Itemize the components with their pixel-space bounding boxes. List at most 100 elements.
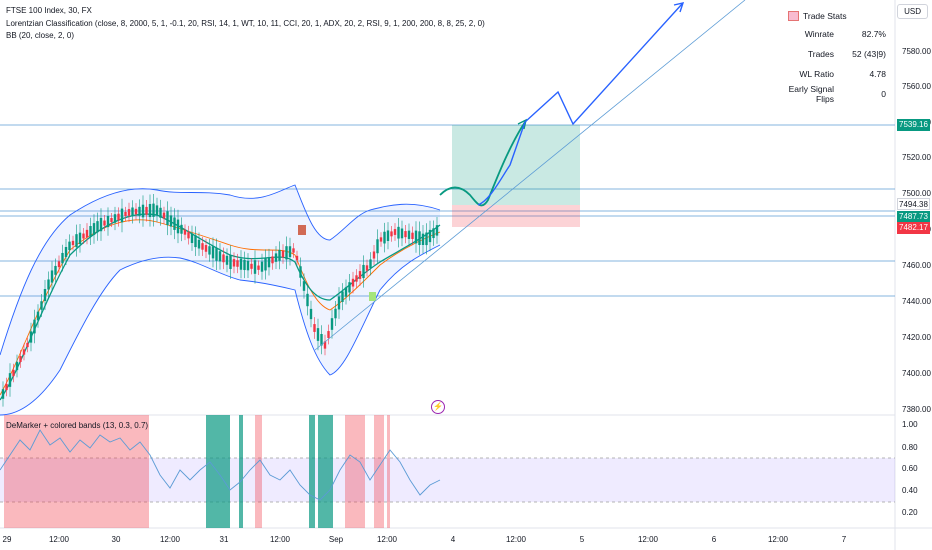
candle-body: [201, 243, 204, 250]
projection-path-blue: [477, 3, 683, 206]
symbol-legend[interactable]: FTSE 100 Index, 30, FX: [6, 6, 92, 15]
time-tick-label: 7: [841, 535, 847, 544]
candles: [1, 193, 439, 407]
trades-value: 52 (43|9): [852, 49, 886, 59]
candle-body: [180, 224, 183, 234]
candle-body: [425, 232, 428, 246]
candle-body: [12, 369, 15, 377]
demarker-tick-label: 0.60: [902, 464, 918, 473]
buy-signal-marker[interactable]: [369, 292, 376, 301]
candle-body: [383, 231, 386, 244]
lorentzian-legend[interactable]: Lorentzian Classification (close, 8, 200…: [6, 19, 485, 28]
candle-body: [124, 211, 127, 216]
candle-body: [421, 233, 425, 245]
candle-body: [197, 239, 201, 249]
price-tick-label: 7440.00: [902, 297, 931, 306]
price-badge: 7482.17: [897, 222, 930, 234]
candle-body: [89, 226, 92, 237]
candle-body: [96, 221, 99, 233]
bollinger-basis: [0, 219, 441, 396]
candle-body: [337, 296, 341, 310]
price-tick-label: 7520.00: [902, 153, 931, 162]
winrate-value: 82.7%: [861, 29, 886, 39]
candle-body: [365, 265, 369, 271]
position-loss-zone[interactable]: [452, 205, 580, 227]
trend-line[interactable]: [314, 0, 746, 351]
early-flips-label: Early Signal Flips: [788, 84, 834, 104]
candle-body: [292, 248, 295, 253]
candle-body: [173, 217, 176, 230]
candle-body: [29, 331, 33, 343]
candle-body: [166, 211, 169, 226]
candle-body: [418, 231, 421, 246]
candle-body: [61, 252, 64, 264]
candle-body: [369, 259, 372, 269]
demarker-legend[interactable]: DeMarker + colored bands (13, 0.3, 0.7): [6, 421, 149, 430]
time-tick-label: 31: [219, 535, 229, 544]
candle-body: [222, 254, 225, 263]
projection-arrow-head-green: [517, 118, 528, 130]
candle-body: [250, 263, 253, 269]
candle-body: [68, 241, 71, 251]
time-tick-label: 30: [111, 535, 121, 544]
candle-body: [358, 271, 362, 279]
candle-body: [229, 255, 232, 269]
candle-body: [187, 232, 190, 239]
candle-body: [85, 229, 89, 238]
lightning-icon[interactable]: ⚡: [431, 400, 445, 414]
candle-body: [92, 223, 96, 235]
candle-body: [295, 255, 299, 261]
projection-path-green: [439, 121, 526, 207]
time-tick-label: 5: [579, 535, 585, 544]
candle-body: [134, 208, 138, 215]
demarker-band: [0, 458, 895, 502]
time-tick-label: 29: [2, 535, 12, 544]
time-tick-label: 6: [711, 535, 717, 544]
wl-ratio-label: WL Ratio: [799, 69, 834, 79]
currency-button[interactable]: USD: [897, 4, 928, 19]
candle-body: [362, 264, 365, 279]
sell-signal-marker[interactable]: [298, 225, 306, 235]
price-tick-label: 7400.00: [902, 369, 931, 378]
candle-body: [5, 383, 8, 391]
candle-body: [75, 234, 78, 248]
bollinger-lower: [0, 244, 441, 416]
candle-body: [71, 240, 75, 246]
candle-body: [162, 212, 166, 219]
candle-body: [208, 246, 211, 255]
trade-stats-title: Trade Stats: [803, 11, 847, 21]
time-tick-label: 12:00: [376, 535, 398, 544]
candle-body: [36, 311, 40, 321]
candle-body: [288, 246, 292, 258]
candle-body: [372, 251, 376, 259]
candle-body: [8, 373, 12, 387]
price-badge: 7539.16: [897, 119, 930, 131]
candle-body: [152, 203, 155, 217]
candle-body: [131, 207, 134, 217]
bb-legend[interactable]: BB (20, close, 2, 0): [6, 31, 75, 40]
time-tick-label: 4: [450, 535, 456, 544]
trades-label: Trades: [807, 49, 834, 59]
demarker-color-bands: [4, 415, 390, 528]
candle-body: [120, 208, 124, 223]
time-tick-label: 12:00: [269, 535, 291, 544]
candle-body: [57, 261, 61, 268]
candle-body: [239, 258, 243, 270]
candle-body: [218, 251, 222, 262]
candle-body: [348, 282, 351, 293]
time-tick-label: Sep: [328, 535, 344, 544]
candle-body: [316, 328, 320, 341]
candle-body: [344, 287, 348, 297]
candle-body: [379, 237, 383, 242]
bollinger-upper: [0, 184, 441, 356]
candle-body: [82, 233, 85, 239]
candle-body: [306, 293, 309, 307]
candle-body: [19, 356, 22, 362]
candle-body: [393, 229, 397, 235]
candle-body: [271, 256, 274, 264]
candle-body: [260, 261, 264, 272]
candle-body: [351, 278, 355, 287]
candle-body: [232, 259, 236, 267]
candle-body: [334, 308, 337, 319]
